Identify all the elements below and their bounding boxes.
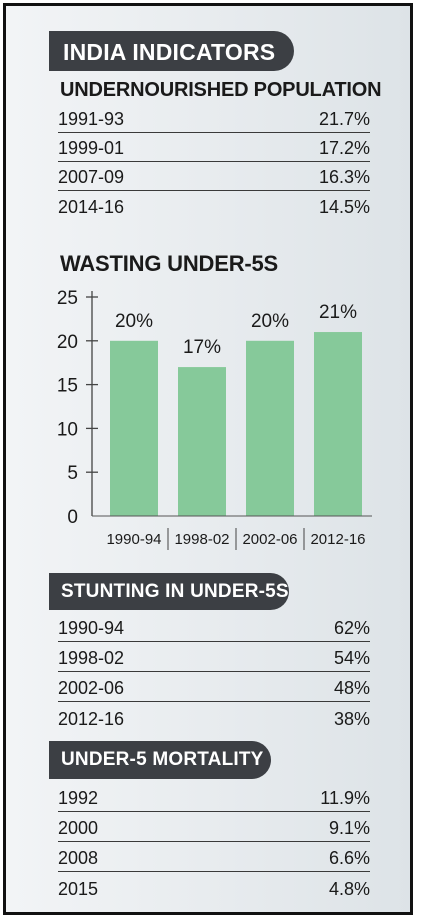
wasting-bar-chart: 0 5 10 15 20 25 20% 1990-94 17% 1998-02 20% 2002-06… bbox=[57, 288, 372, 550]
row-value: 11.9% bbox=[320, 788, 370, 808]
bar-data-label: 20% bbox=[115, 311, 153, 332]
stunting-heading-text: STUNTING IN UNDER-5S bbox=[61, 581, 289, 602]
x-tick-label: 2012-16 bbox=[310, 531, 365, 548]
bar bbox=[178, 367, 226, 516]
table-row: 1992 11.9% bbox=[58, 786, 370, 812]
main-title: INDIA INDICATORS bbox=[49, 31, 294, 71]
row-label: 2002-06 bbox=[58, 678, 125, 698]
row-value: 17.2% bbox=[318, 138, 370, 158]
table-row: 2008 6.6% bbox=[58, 846, 370, 872]
table-row: 2002-06 48% bbox=[58, 676, 370, 702]
row-value: 38% bbox=[333, 709, 370, 729]
y-tick-label: 15 bbox=[57, 376, 78, 397]
bar-data-label: 17% bbox=[183, 337, 221, 358]
x-tick-label: 2002-06 bbox=[242, 531, 297, 548]
table-row: 2000 9.1% bbox=[58, 816, 370, 842]
row-label: 2000 bbox=[58, 818, 99, 838]
row-value: 6.6% bbox=[328, 848, 370, 868]
table-row: 1999-01 17.2% bbox=[58, 136, 370, 162]
y-tick-label: 20 bbox=[57, 332, 78, 353]
row-value: 16.3% bbox=[318, 167, 370, 187]
row-label: 2012-16 bbox=[58, 709, 125, 729]
undernourished-heading: UNDERNOURISHED POPULATION bbox=[60, 79, 382, 101]
row-value: 4.8% bbox=[328, 879, 370, 899]
table-row: 1991-93 21.7% bbox=[58, 107, 370, 133]
row-label: 1992 bbox=[58, 788, 99, 808]
y-tick-label: 25 bbox=[57, 288, 78, 309]
table-row: 1998-02 54% bbox=[58, 646, 370, 672]
mortality-heading-text: UNDER-5 MORTALITY bbox=[61, 749, 264, 770]
table-row: 2012-16 38% bbox=[58, 706, 370, 732]
bar-data-label: 21% bbox=[319, 302, 357, 323]
row-label: 2015 bbox=[58, 879, 99, 899]
row-value: 21.7% bbox=[318, 109, 370, 129]
x-tick-label: 1998-02 bbox=[174, 531, 229, 548]
x-tick-label: 1990-94 bbox=[106, 531, 161, 548]
table-row: 2014-16 14.5% bbox=[58, 194, 370, 220]
table-row: 2015 4.8% bbox=[58, 876, 370, 902]
row-label: 1998-02 bbox=[58, 648, 125, 668]
y-tick-label: 10 bbox=[57, 419, 78, 440]
row-label: 1991-93 bbox=[58, 109, 125, 129]
bar bbox=[314, 332, 362, 516]
table-row: 2007-09 16.3% bbox=[58, 165, 370, 191]
row-value: 48% bbox=[333, 678, 370, 698]
main-title-text: INDIA INDICATORS bbox=[63, 39, 276, 65]
y-tick-label: 0 bbox=[67, 507, 78, 528]
chart-title: WASTING UNDER-5S bbox=[60, 251, 279, 276]
row-value: 54% bbox=[333, 648, 370, 668]
row-label: 1990-94 bbox=[58, 618, 125, 638]
infographic-frame: INDIA INDICATORS UNDERNOURISHED POPULATI… bbox=[3, 3, 413, 915]
row-label: 2007-09 bbox=[58, 167, 125, 187]
bar bbox=[110, 340, 158, 516]
row-label: 2008 bbox=[58, 848, 99, 868]
stunting-heading: STUNTING IN UNDER-5S bbox=[49, 573, 289, 610]
table-row: 1990-94 62% bbox=[58, 616, 370, 642]
row-value: 9.1% bbox=[328, 818, 370, 838]
bar bbox=[246, 340, 294, 516]
row-value: 62% bbox=[333, 618, 370, 638]
bar-data-label: 20% bbox=[251, 311, 289, 332]
row-label: 1999-01 bbox=[58, 138, 125, 158]
row-label: 2014-16 bbox=[58, 197, 125, 217]
row-value: 14.5% bbox=[318, 197, 370, 217]
y-tick-label: 5 bbox=[67, 463, 78, 484]
mortality-heading: UNDER-5 MORTALITY bbox=[49, 741, 271, 779]
